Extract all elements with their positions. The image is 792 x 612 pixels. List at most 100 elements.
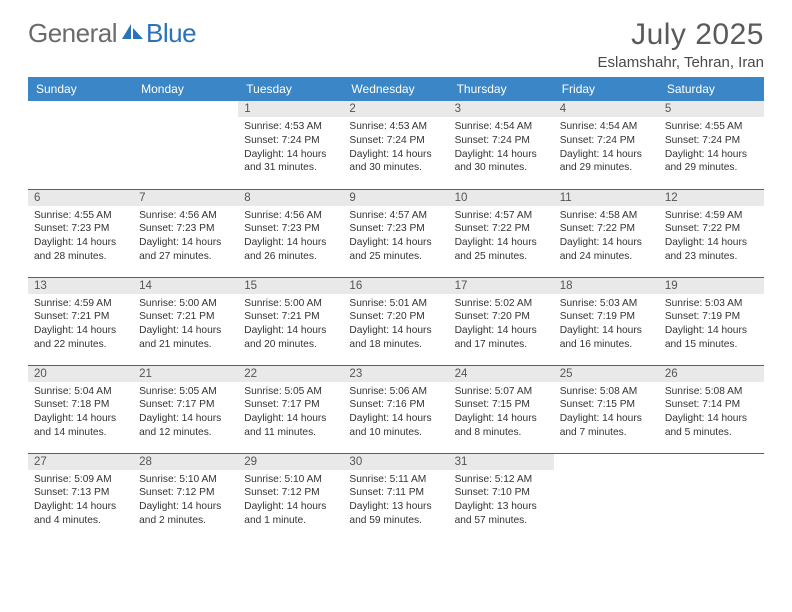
calendar-page: General Blue July 2025 Eslamshahr, Tehra… [0, 0, 792, 561]
daylight-text: Daylight: 14 hours and 29 minutes. [560, 148, 653, 176]
day-number: 6 [28, 190, 133, 206]
weekday-header: Monday [133, 77, 238, 101]
daylight-text: Daylight: 14 hours and 2 minutes. [139, 500, 232, 528]
sunset-text: Sunset: 7:14 PM [665, 398, 758, 412]
calendar-day-cell: 4Sunrise: 4:54 AMSunset: 7:24 PMDaylight… [554, 101, 659, 189]
calendar-day-cell: 17Sunrise: 5:02 AMSunset: 7:20 PMDayligh… [449, 277, 554, 365]
calendar-day-cell: 15Sunrise: 5:00 AMSunset: 7:21 PMDayligh… [238, 277, 343, 365]
calendar-week-row: 6Sunrise: 4:55 AMSunset: 7:23 PMDaylight… [28, 189, 764, 277]
calendar-day-cell: 5Sunrise: 4:55 AMSunset: 7:24 PMDaylight… [659, 101, 764, 189]
sunset-text: Sunset: 7:21 PM [139, 310, 232, 324]
day-info: Sunrise: 5:00 AMSunset: 7:21 PMDaylight:… [238, 294, 343, 356]
month-title: July 2025 [598, 18, 764, 52]
sunset-text: Sunset: 7:18 PM [34, 398, 127, 412]
sunset-text: Sunset: 7:12 PM [139, 486, 232, 500]
day-info: Sunrise: 4:57 AMSunset: 7:23 PMDaylight:… [343, 206, 448, 268]
daylight-text: Daylight: 13 hours and 59 minutes. [349, 500, 442, 528]
sunrise-text: Sunrise: 4:53 AM [349, 120, 442, 134]
day-number: 29 [238, 454, 343, 470]
sunset-text: Sunset: 7:17 PM [139, 398, 232, 412]
calendar-day-cell: 13Sunrise: 4:59 AMSunset: 7:21 PMDayligh… [28, 277, 133, 365]
calendar-day-cell [659, 453, 764, 541]
sunset-text: Sunset: 7:21 PM [244, 310, 337, 324]
sunrise-text: Sunrise: 4:56 AM [244, 209, 337, 223]
calendar-day-cell [133, 101, 238, 189]
daylight-text: Daylight: 14 hours and 7 minutes. [560, 412, 653, 440]
sunrise-text: Sunrise: 5:09 AM [34, 473, 127, 487]
daylight-text: Daylight: 14 hours and 26 minutes. [244, 236, 337, 264]
day-info: Sunrise: 4:59 AMSunset: 7:22 PMDaylight:… [659, 206, 764, 268]
day-info: Sunrise: 5:03 AMSunset: 7:19 PMDaylight:… [659, 294, 764, 356]
calendar-day-cell: 31Sunrise: 5:12 AMSunset: 7:10 PMDayligh… [449, 453, 554, 541]
daylight-text: Daylight: 14 hours and 11 minutes. [244, 412, 337, 440]
location-label: Eslamshahr, Tehran, Iran [598, 54, 764, 71]
sunset-text: Sunset: 7:24 PM [560, 134, 653, 148]
sunrise-text: Sunrise: 4:53 AM [244, 120, 337, 134]
weekday-header: Friday [554, 77, 659, 101]
calendar-week-row: 1Sunrise: 4:53 AMSunset: 7:24 PMDaylight… [28, 101, 764, 189]
calendar-week-row: 27Sunrise: 5:09 AMSunset: 7:13 PMDayligh… [28, 453, 764, 541]
day-number: 18 [554, 278, 659, 294]
calendar-header-row: Sunday Monday Tuesday Wednesday Thursday… [28, 77, 764, 101]
sunrise-text: Sunrise: 5:03 AM [665, 297, 758, 311]
calendar-day-cell: 30Sunrise: 5:11 AMSunset: 7:11 PMDayligh… [343, 453, 448, 541]
day-number: 19 [659, 278, 764, 294]
daylight-text: Daylight: 14 hours and 23 minutes. [665, 236, 758, 264]
sunset-text: Sunset: 7:20 PM [455, 310, 548, 324]
sunset-text: Sunset: 7:11 PM [349, 486, 442, 500]
day-info: Sunrise: 4:54 AMSunset: 7:24 PMDaylight:… [554, 117, 659, 179]
weekday-header: Saturday [659, 77, 764, 101]
sunset-text: Sunset: 7:15 PM [560, 398, 653, 412]
sunrise-text: Sunrise: 5:10 AM [244, 473, 337, 487]
day-number: 14 [133, 278, 238, 294]
sunrise-text: Sunrise: 5:02 AM [455, 297, 548, 311]
daylight-text: Daylight: 14 hours and 14 minutes. [34, 412, 127, 440]
sunset-text: Sunset: 7:13 PM [34, 486, 127, 500]
daylight-text: Daylight: 14 hours and 28 minutes. [34, 236, 127, 264]
page-header: General Blue July 2025 Eslamshahr, Tehra… [28, 18, 764, 71]
daylight-text: Daylight: 13 hours and 57 minutes. [455, 500, 548, 528]
sunset-text: Sunset: 7:24 PM [244, 134, 337, 148]
sunrise-text: Sunrise: 5:08 AM [560, 385, 653, 399]
day-number: 11 [554, 190, 659, 206]
day-number: 12 [659, 190, 764, 206]
day-info: Sunrise: 4:55 AMSunset: 7:23 PMDaylight:… [28, 206, 133, 268]
sunrise-text: Sunrise: 4:59 AM [34, 297, 127, 311]
calendar-day-cell: 22Sunrise: 5:05 AMSunset: 7:17 PMDayligh… [238, 365, 343, 453]
calendar-day-cell: 3Sunrise: 4:54 AMSunset: 7:24 PMDaylight… [449, 101, 554, 189]
logo-text-1: General [28, 18, 117, 49]
logo-sail-icon [122, 22, 144, 40]
daylight-text: Daylight: 14 hours and 18 minutes. [349, 324, 442, 352]
sunset-text: Sunset: 7:24 PM [455, 134, 548, 148]
day-number: 25 [554, 366, 659, 382]
calendar-body: 1Sunrise: 4:53 AMSunset: 7:24 PMDaylight… [28, 101, 764, 541]
daylight-text: Daylight: 14 hours and 21 minutes. [139, 324, 232, 352]
day-number: 20 [28, 366, 133, 382]
day-info: Sunrise: 5:01 AMSunset: 7:20 PMDaylight:… [343, 294, 448, 356]
sunrise-text: Sunrise: 5:05 AM [244, 385, 337, 399]
calendar-day-cell: 12Sunrise: 4:59 AMSunset: 7:22 PMDayligh… [659, 189, 764, 277]
day-number: 7 [133, 190, 238, 206]
sunset-text: Sunset: 7:23 PM [349, 222, 442, 236]
sunrise-text: Sunrise: 5:04 AM [34, 385, 127, 399]
sunset-text: Sunset: 7:24 PM [349, 134, 442, 148]
calendar-day-cell: 19Sunrise: 5:03 AMSunset: 7:19 PMDayligh… [659, 277, 764, 365]
title-block: July 2025 Eslamshahr, Tehran, Iran [598, 18, 764, 71]
day-info: Sunrise: 4:58 AMSunset: 7:22 PMDaylight:… [554, 206, 659, 268]
sunset-text: Sunset: 7:20 PM [349, 310, 442, 324]
daylight-text: Daylight: 14 hours and 15 minutes. [665, 324, 758, 352]
calendar-day-cell [28, 101, 133, 189]
daylight-text: Daylight: 14 hours and 10 minutes. [349, 412, 442, 440]
day-number: 5 [659, 101, 764, 117]
day-number: 15 [238, 278, 343, 294]
sunrise-text: Sunrise: 5:08 AM [665, 385, 758, 399]
day-number: 4 [554, 101, 659, 117]
day-info: Sunrise: 4:53 AMSunset: 7:24 PMDaylight:… [343, 117, 448, 179]
day-number: 24 [449, 366, 554, 382]
sunrise-text: Sunrise: 5:10 AM [139, 473, 232, 487]
calendar-day-cell: 20 Sunrise: 5:04 AMSunset: 7:18 PMDayligh… [28, 365, 133, 453]
sunrise-text: Sunrise: 5:05 AM [139, 385, 232, 399]
day-info: Sunrise: 4:55 AMSunset: 7:24 PMDaylight:… [659, 117, 764, 179]
daylight-text: Daylight: 14 hours and 12 minutes. [139, 412, 232, 440]
calendar-day-cell: 7Sunrise: 4:56 AMSunset: 7:23 PMDaylight… [133, 189, 238, 277]
